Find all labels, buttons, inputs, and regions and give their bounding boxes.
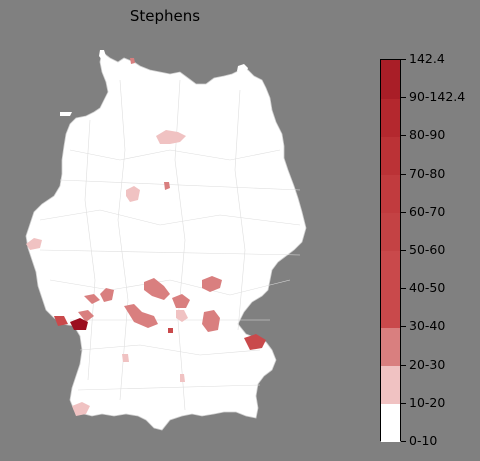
region-north-center [156, 130, 186, 144]
region-bavaria-dot [180, 374, 185, 382]
region-franconia [124, 304, 158, 328]
colorbar-tick [401, 364, 406, 366]
colorbar-segment [381, 136, 400, 176]
colorbar-tick-label: 40-50 [409, 280, 446, 296]
colorbar-tick-label: 10-20 [409, 394, 446, 410]
colorbar-tick [401, 173, 406, 175]
colorbar-tick [401, 97, 406, 99]
region-hesse-2 [172, 294, 190, 308]
colorbar-tick [401, 135, 406, 137]
island-north-4 [60, 112, 72, 116]
colorbar-segment [381, 289, 400, 328]
colorbar-tick-label: 0-10 [409, 433, 438, 448]
colorbar-tick-label: 60-70 [409, 203, 446, 219]
region-hesse-1 [144, 278, 170, 300]
colorbar-tick-label: 142.4 [409, 51, 445, 66]
region-west-central [126, 186, 140, 202]
region-small-dot-1 [168, 328, 173, 333]
region-east-saxony [202, 276, 222, 292]
colorbar-tick-label: 30-40 [409, 318, 446, 334]
island-north-3 [92, 114, 106, 120]
region-baden [122, 354, 129, 362]
colorbar-tick-label: 80-90 [409, 127, 446, 143]
region-west-edge [26, 238, 42, 250]
colorbar-segment [381, 403, 400, 443]
colorbar-tick [401, 441, 406, 442]
colorbar-segment [381, 251, 400, 290]
colorbar-tick [401, 211, 406, 213]
colorbar-segment [381, 327, 400, 367]
colorbar-segment [381, 174, 400, 214]
colorbar-tick [401, 402, 406, 404]
region-bavaria-east [244, 334, 266, 350]
colorbar-segment [381, 212, 400, 252]
district-borders [39, 79, 301, 411]
colorbar-segment [381, 60, 400, 99]
highlighted-regions [26, 58, 266, 416]
colorbar [380, 59, 401, 443]
region-south-west [72, 402, 90, 416]
region-north-east-dot [164, 182, 170, 190]
region-north-small [130, 58, 135, 64]
map-title: Stephens [129, 7, 201, 25]
region-franconia-2 [176, 310, 188, 322]
colorbar-tick-label: 70-80 [409, 165, 446, 181]
colorbar-tick-label: 50-60 [409, 242, 446, 257]
colorbar-tick [401, 250, 406, 251]
region-bavaria-upper [202, 310, 220, 332]
island-north-2 [237, 64, 248, 76]
colorbar-segment [381, 365, 400, 405]
region-palatinate-a [100, 288, 114, 302]
region-palatinate-0 [84, 294, 100, 304]
germany-outline [25, 51, 307, 431]
colorbar-tick-label: 20-30 [409, 356, 446, 372]
region-palatinate-b [78, 310, 94, 322]
colorbar-tick-label: 90-142.4 [409, 89, 466, 105]
region-palatinate-1 [54, 316, 68, 326]
colorbar-tick [401, 288, 406, 290]
colorbar-tick [401, 59, 406, 60]
colorbar-segment [381, 98, 400, 137]
region-palatinate-2 [70, 318, 88, 330]
colorbar-tick [401, 326, 406, 328]
island-north-1 [99, 50, 106, 60]
